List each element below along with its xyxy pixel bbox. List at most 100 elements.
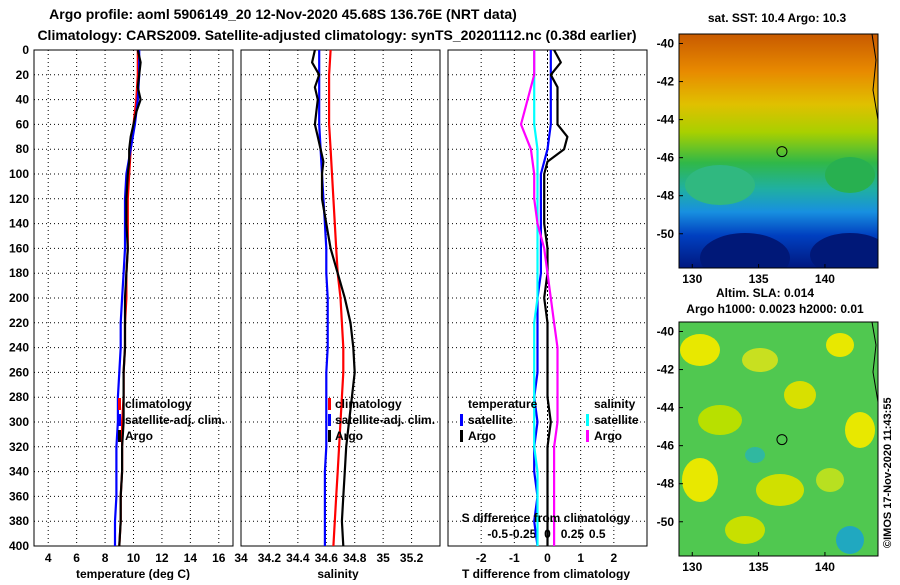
temperature-legend: climatology satellite-adj. clim. Argo: [118, 397, 225, 443]
depth-tick-label: 140: [9, 217, 29, 231]
depth-tick-label: 160: [9, 241, 29, 255]
depth-tick-label: 200: [9, 291, 29, 305]
sla-map-frame: [678, 321, 879, 557]
legend-label-argo: Argo: [335, 429, 363, 443]
sla-blob: [725, 516, 765, 544]
sla-map-subtitle: Argo h1000: 0.0023 h2000: 0.01: [686, 302, 864, 316]
series-line-climatology: [328, 49, 345, 547]
map-x-tick-label: 130: [682, 272, 702, 286]
sla-map-field: [679, 322, 878, 556]
sst-cold-patch: [810, 233, 878, 268]
depth-tick-label: 340: [9, 465, 29, 479]
map-y-tick-label: -40: [657, 325, 675, 339]
depth-tick-label: 120: [9, 192, 29, 206]
depth-tick-label: 400: [9, 539, 29, 553]
legend-swatch-satellite: [328, 414, 331, 426]
x-tick-label: 14: [184, 551, 198, 565]
x-tick-label: 1: [577, 551, 584, 565]
legend-swatch-satellite: [118, 414, 121, 426]
sla-blob: [698, 405, 742, 435]
depth-tick-label: 320: [9, 440, 29, 454]
map-y-tick-label: -48: [657, 477, 675, 491]
sst-map-field: [679, 34, 878, 268]
series-line-t-argo: [543, 49, 569, 546]
depth-tick-label: 300: [9, 415, 29, 429]
coastline: [871, 322, 878, 403]
grid-layer: [34, 49, 647, 547]
legend-swatch-argo: [118, 430, 121, 442]
x-tick-label: -1: [509, 551, 520, 565]
depth-tick-label: 20: [16, 68, 30, 82]
sla-map-title: Altim. SLA: 0.014: [716, 286, 814, 300]
depth-tick-label: 240: [9, 341, 29, 355]
tick-layer: 4 6 8 10 12 14 16 34 34.2 34.4 34.6 34.8 35 35.2 -2 -1 0…: [9, 43, 618, 565]
legend-swatch-t-argo: [460, 430, 463, 442]
x-tick-label: 34: [234, 551, 248, 565]
argo-location-marker: [776, 434, 788, 446]
s-tick-label: -0.25: [509, 527, 537, 541]
legend-label-s-argo: Argo: [594, 429, 622, 443]
legend-label-t-satellite: satellite: [468, 413, 513, 427]
legend-label-argo: Argo: [125, 429, 153, 443]
sst-map-frame: [678, 33, 879, 269]
x-tick-label: 0: [544, 551, 551, 565]
map-y-tick-label: -44: [657, 113, 675, 127]
sla-map-ticks: 130 135 140 -40 -42 -44 -46 -48 -50: [657, 325, 836, 574]
map-y-tick-label: -46: [657, 439, 675, 453]
imos-credit: ©IMOS 17-Nov-2020 11:43:55: [882, 397, 894, 548]
map-y-tick-label: -48: [657, 189, 675, 203]
figure-title-line2: Climatology: CARS2009. Satellite-adjuste…: [37, 27, 636, 43]
series-line-argo: [118, 49, 142, 547]
series-line-satellite-adj-clim-: [113, 50, 141, 546]
legend-swatch-argo: [328, 430, 331, 442]
sla-low: [836, 526, 864, 554]
depth-tick-label: 180: [9, 266, 29, 280]
map-x-tick-label: 135: [749, 560, 769, 574]
difference-xlabel-s: S difference from climatology: [462, 511, 631, 525]
depth-tick-label: 100: [9, 167, 29, 181]
sst-cold-patch: [700, 233, 790, 268]
map-x-tick-label: 130: [682, 560, 702, 574]
legend-header-salinity: salinity: [594, 397, 636, 411]
depth-tick-label: 0: [22, 43, 29, 57]
coastline: [871, 34, 878, 121]
sst-mid-patch: [685, 165, 755, 205]
map-y-tick-label: -50: [657, 515, 675, 529]
map-y-tick-label: -50: [657, 227, 675, 241]
legend-header-temperature: temperature: [468, 397, 538, 411]
series-line-satellite-adj-clim-: [318, 50, 329, 546]
s-tick-label: -0.5: [487, 527, 508, 541]
x-tick-label: 6: [73, 551, 80, 565]
x-tick-label: 34.4: [286, 551, 310, 565]
line-layer: [113, 49, 569, 547]
sst-map-ticks: 130 135 140 -40 -42 -44 -46 -48 -50: [657, 37, 836, 286]
x-tick-label: 34.6: [315, 551, 339, 565]
series-line-argo: [311, 49, 356, 547]
salinity-legend: climatology satellite-adj. clim. Argo: [328, 397, 435, 443]
s-tick-label: 0.5: [589, 527, 606, 541]
sla-low: [745, 447, 765, 463]
figure-title-line1: Argo profile: aoml 5906149_20 12-Nov-202…: [49, 6, 517, 22]
sst-warm-patch: [825, 157, 875, 193]
depth-tick-label: 60: [16, 117, 30, 131]
sla-blob: [742, 348, 778, 372]
depth-tick-label: 360: [9, 489, 29, 503]
legend-swatch-climatology: [328, 398, 331, 410]
depth-tick-label: 80: [16, 142, 30, 156]
x-tick-label: 34.8: [343, 551, 367, 565]
depth-tick-label: 220: [9, 316, 29, 330]
x-tick-label: -2: [476, 551, 487, 565]
map-y-tick-label: -42: [657, 363, 675, 377]
difference-xlabel-t: T difference from climatology: [462, 567, 630, 580]
salinity-xlabel: salinity: [317, 567, 359, 580]
series-line-s-satellite: [533, 50, 539, 546]
x-tick-label: 34.2: [258, 551, 282, 565]
s-tick-label: 0.25: [561, 527, 585, 541]
map-x-tick-label: 140: [815, 272, 835, 286]
sla-blob: [816, 468, 844, 492]
sla-blob: [756, 474, 804, 506]
temperature-xlabel: temperature (deg C): [76, 567, 190, 580]
sla-blob: [682, 458, 718, 502]
